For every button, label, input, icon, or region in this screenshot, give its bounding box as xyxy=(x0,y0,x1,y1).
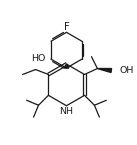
Polygon shape xyxy=(64,64,69,68)
Text: HO: HO xyxy=(31,54,45,63)
Text: F: F xyxy=(64,22,69,32)
Text: NH: NH xyxy=(59,107,73,116)
Polygon shape xyxy=(97,69,112,72)
Text: OH: OH xyxy=(119,66,134,75)
